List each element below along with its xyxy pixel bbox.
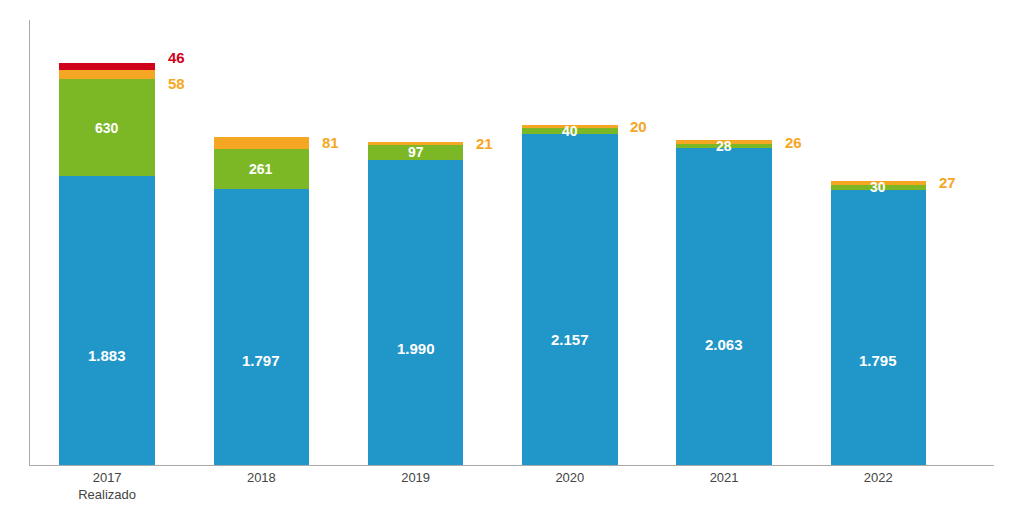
svg-text:40: 40 xyxy=(562,123,578,139)
svg-text:46: 46 xyxy=(168,49,185,66)
svg-text:2020: 2020 xyxy=(555,470,584,485)
svg-text:1.795: 1.795 xyxy=(859,352,897,369)
svg-text:2.157: 2.157 xyxy=(551,331,589,348)
svg-text:97: 97 xyxy=(408,144,424,160)
svg-text:2018: 2018 xyxy=(247,470,276,485)
svg-text:1.883: 1.883 xyxy=(88,347,126,364)
svg-text:630: 630 xyxy=(95,120,119,136)
svg-text:58: 58 xyxy=(168,75,185,92)
svg-text:21: 21 xyxy=(476,135,493,152)
svg-text:1.797: 1.797 xyxy=(242,352,280,369)
svg-text:28: 28 xyxy=(716,138,732,154)
svg-text:20: 20 xyxy=(630,118,647,135)
svg-text:2022: 2022 xyxy=(864,470,893,485)
svg-text:2019: 2019 xyxy=(401,470,430,485)
svg-text:1.990: 1.990 xyxy=(397,340,435,357)
svg-text:2.063: 2.063 xyxy=(705,336,743,353)
svg-text:2021: 2021 xyxy=(710,470,739,485)
svg-text:27: 27 xyxy=(939,174,956,191)
svg-text:26: 26 xyxy=(785,134,802,151)
svg-text:30: 30 xyxy=(870,179,886,195)
svg-text:261: 261 xyxy=(249,161,273,177)
svg-text:81: 81 xyxy=(322,134,339,151)
svg-text:2017Realizado: 2017Realizado xyxy=(78,470,136,502)
